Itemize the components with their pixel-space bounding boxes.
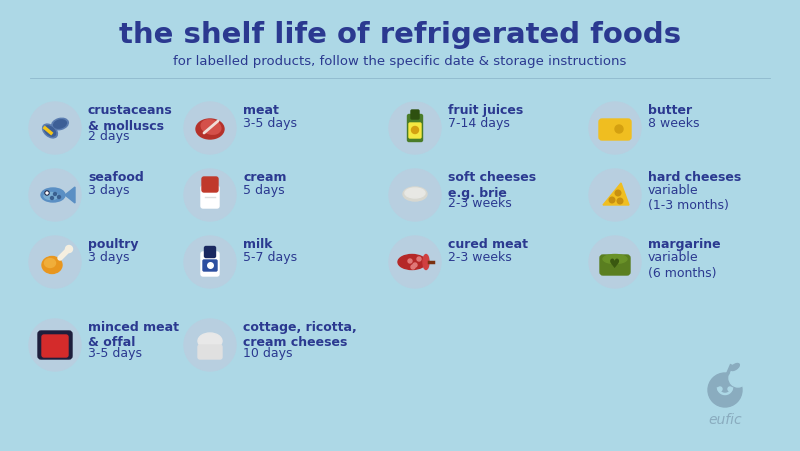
Text: the shelf life of refrigerated foods: the shelf life of refrigerated foods [119,21,681,49]
FancyBboxPatch shape [201,252,219,276]
Ellipse shape [423,254,429,270]
Ellipse shape [398,254,426,270]
Ellipse shape [45,258,55,267]
Text: 5-7 days: 5-7 days [243,251,297,264]
Text: variable
(6 months): variable (6 months) [648,251,717,280]
Text: 3-5 days: 3-5 days [243,117,297,130]
Text: variable
(1-3 months): variable (1-3 months) [648,184,729,212]
Circle shape [184,169,236,221]
Circle shape [618,198,622,204]
Text: 2 days: 2 days [88,130,130,143]
Ellipse shape [405,188,425,198]
Circle shape [58,195,61,198]
Ellipse shape [201,120,221,134]
Text: for labelled products, follow the specific date & storage instructions: for labelled products, follow the specif… [174,55,626,69]
Circle shape [413,263,417,267]
Circle shape [29,169,81,221]
FancyBboxPatch shape [411,110,419,119]
Circle shape [408,259,412,263]
Circle shape [589,102,641,154]
FancyBboxPatch shape [599,119,631,140]
Text: milk: milk [243,238,273,251]
Text: cured meat: cured meat [448,238,528,251]
Ellipse shape [730,364,739,371]
Circle shape [615,190,621,196]
Ellipse shape [44,193,58,199]
Text: cottage, ricotta,
cream cheeses: cottage, ricotta, cream cheeses [243,321,357,350]
Text: 5 days: 5 days [243,184,285,197]
Text: soft cheeses
e.g. brie: soft cheeses e.g. brie [448,171,536,199]
Circle shape [50,197,54,199]
Ellipse shape [198,333,222,349]
Text: meat: meat [243,104,279,117]
Ellipse shape [603,254,627,263]
Circle shape [718,387,722,391]
Text: 2-3 weeks: 2-3 weeks [448,197,512,210]
Text: ♥: ♥ [610,258,621,271]
Circle shape [46,192,48,194]
Circle shape [411,265,415,269]
Circle shape [589,169,641,221]
FancyBboxPatch shape [202,177,218,192]
Text: minced meat
& offal: minced meat & offal [88,321,179,350]
Circle shape [708,373,742,407]
Polygon shape [65,187,75,203]
FancyBboxPatch shape [409,123,421,138]
Text: 3-5 days: 3-5 days [88,347,142,360]
Ellipse shape [52,118,68,130]
Text: cream: cream [243,171,286,184]
Circle shape [389,169,441,221]
Circle shape [29,236,81,288]
Circle shape [66,245,73,253]
Ellipse shape [403,187,427,201]
Circle shape [610,197,614,203]
Text: 3 days: 3 days [88,184,130,197]
Text: 7-14 days: 7-14 days [448,117,510,130]
Ellipse shape [54,120,66,128]
Ellipse shape [42,124,58,138]
Circle shape [728,387,732,391]
FancyBboxPatch shape [600,255,630,275]
Circle shape [389,102,441,154]
Text: seafood: seafood [88,171,144,184]
Circle shape [54,193,57,195]
Text: eufic: eufic [708,413,742,427]
Text: butter: butter [648,104,692,117]
FancyBboxPatch shape [201,186,219,208]
Circle shape [184,319,236,371]
Circle shape [417,257,421,261]
Text: 8 weeks: 8 weeks [648,117,699,130]
Circle shape [29,319,81,371]
FancyBboxPatch shape [42,335,68,357]
Text: 3 days: 3 days [88,251,130,264]
Text: crustaceans
& molluscs: crustaceans & molluscs [88,104,173,133]
Text: hard cheeses: hard cheeses [648,171,742,184]
FancyBboxPatch shape [407,115,422,142]
Text: 2-3 weeks: 2-3 weeks [448,251,512,264]
Text: poultry: poultry [88,238,138,251]
FancyBboxPatch shape [198,345,222,359]
Circle shape [184,102,236,154]
FancyBboxPatch shape [205,247,215,258]
Polygon shape [603,183,629,205]
Ellipse shape [41,188,65,202]
FancyBboxPatch shape [203,260,217,271]
Text: 10 days: 10 days [243,347,293,360]
Circle shape [589,236,641,288]
Ellipse shape [44,126,56,136]
Circle shape [729,369,747,387]
Ellipse shape [196,119,224,139]
Text: fruit juices: fruit juices [448,104,523,117]
Circle shape [184,236,236,288]
Ellipse shape [411,126,418,133]
Text: margarine: margarine [648,238,721,251]
Circle shape [29,102,81,154]
Circle shape [615,125,623,133]
FancyBboxPatch shape [38,331,72,359]
Circle shape [389,236,441,288]
Ellipse shape [42,257,62,273]
Circle shape [45,191,49,195]
